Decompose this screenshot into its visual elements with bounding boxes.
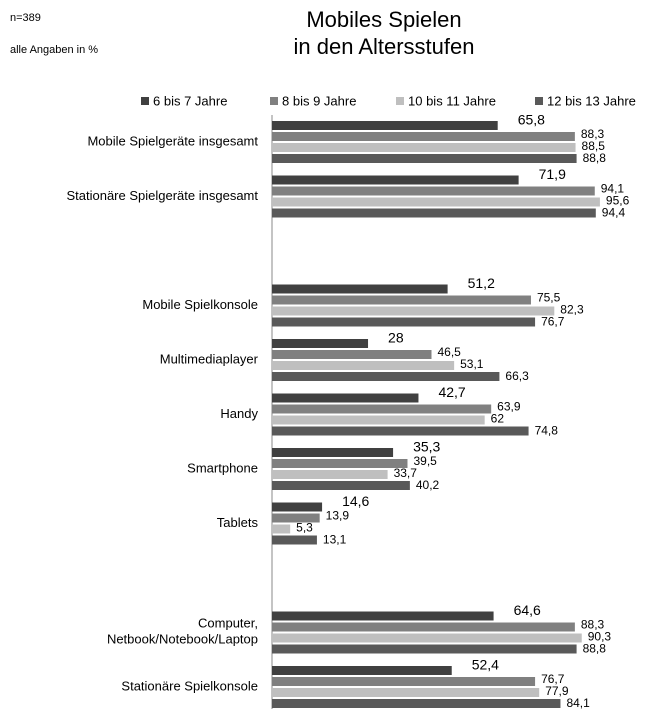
- value-label: 51,2: [468, 275, 495, 291]
- bar: [272, 459, 408, 468]
- value-label: 28: [388, 330, 404, 346]
- bar: [272, 535, 317, 545]
- value-label: 84,1: [566, 696, 590, 710]
- bar: [272, 361, 455, 370]
- category-label: Mobile Spielgeräte insgesamt: [87, 133, 258, 148]
- value-label: 75,5: [537, 291, 561, 305]
- category-label: Smartphone: [187, 460, 258, 475]
- bar: [272, 644, 577, 654]
- value-label: 71,9: [539, 166, 566, 182]
- category-label: Computer, Netbook/Notebook/Laptop: [107, 616, 258, 647]
- value-label: 74,8: [535, 424, 559, 438]
- bar: [272, 306, 555, 316]
- bar: [272, 295, 531, 305]
- bar: [272, 350, 432, 359]
- bar: [272, 208, 596, 218]
- legend-label: 12 bis 13 Jahre: [547, 93, 636, 108]
- value-label: 40,2: [416, 478, 440, 492]
- legend-label: 6 bis 7 Jahre: [153, 93, 227, 108]
- category-label: Multimediaplayer: [160, 351, 259, 366]
- legend-swatch: [396, 97, 404, 105]
- bar: [272, 699, 561, 708]
- chart-title: in den Altersstufen: [293, 34, 474, 59]
- value-label: 62: [491, 412, 505, 426]
- bar: [272, 143, 576, 152]
- bar: [272, 481, 410, 490]
- bar: [272, 448, 394, 457]
- bar: [272, 186, 595, 196]
- value-label: 82,3: [560, 303, 584, 317]
- value-label: 94,4: [602, 206, 626, 220]
- value-label: 90,3: [588, 630, 612, 644]
- value-label: 64,6: [514, 602, 541, 618]
- bar: [272, 666, 452, 675]
- bar: [272, 317, 536, 327]
- bar: [272, 622, 575, 632]
- bar: [272, 154, 577, 163]
- value-label: 13,9: [326, 509, 350, 523]
- category-label: Stationäre Spielkonsole: [121, 678, 258, 693]
- bar: [272, 404, 492, 414]
- value-label: 63,9: [497, 400, 521, 414]
- bar: [272, 197, 600, 207]
- bar: [272, 415, 485, 425]
- value-label: 77,9: [545, 684, 569, 698]
- bar: [272, 524, 291, 534]
- value-label: 94,1: [601, 182, 625, 196]
- value-label: 46,5: [437, 345, 461, 359]
- legend-swatch: [535, 97, 543, 105]
- value-label: 88,3: [581, 127, 605, 141]
- bar: [272, 611, 494, 621]
- value-label: 33,7: [394, 466, 418, 480]
- value-label: 88,3: [581, 618, 605, 632]
- value-label: 14,6: [342, 493, 369, 509]
- value-label: 88,8: [583, 642, 607, 656]
- value-label: 76,7: [541, 672, 565, 686]
- legend-swatch: [141, 97, 149, 105]
- bar: [272, 633, 582, 643]
- value-label: 88,8: [583, 151, 607, 165]
- chart-title: Mobiles Spielen: [306, 7, 461, 32]
- category-label: Tablets: [217, 515, 259, 530]
- bar: [272, 132, 575, 141]
- value-label: 13,1: [323, 533, 347, 547]
- value-label: 65,8: [518, 112, 545, 128]
- bar: [272, 502, 323, 512]
- bar: [272, 175, 519, 185]
- bar: [272, 284, 448, 294]
- legend-label: 8 bis 9 Jahre: [282, 93, 356, 108]
- legend-label: 10 bis 11 Jahre: [408, 93, 496, 108]
- bar: [272, 513, 320, 523]
- category-label: Stationäre Spielgeräte insgesamt: [66, 188, 258, 203]
- value-label: 42,7: [438, 384, 465, 400]
- bar: [272, 339, 369, 348]
- category-label: Mobile Spielkonsole: [142, 297, 258, 312]
- bar: [272, 426, 529, 436]
- value-label: 53,1: [460, 357, 484, 371]
- value-label: 95,6: [606, 194, 630, 208]
- category-label: Handy: [220, 406, 258, 421]
- value-label: 88,5: [582, 139, 606, 153]
- value-label: 76,7: [541, 315, 565, 329]
- value-label: 35,3: [413, 439, 440, 455]
- bar: [272, 372, 500, 381]
- value-label: 39,5: [413, 454, 437, 468]
- bar: [272, 688, 540, 697]
- bar: [272, 470, 388, 479]
- unit-note: alle Angaben in %: [10, 44, 98, 56]
- value-label: 5,3: [296, 521, 313, 535]
- bar: [272, 121, 498, 130]
- bar: [272, 677, 536, 686]
- sample-note: n=389: [10, 12, 41, 24]
- bar: [272, 393, 419, 403]
- legend-swatch: [270, 97, 278, 105]
- value-label: 66,3: [505, 369, 529, 383]
- value-label: 52,4: [472, 657, 499, 673]
